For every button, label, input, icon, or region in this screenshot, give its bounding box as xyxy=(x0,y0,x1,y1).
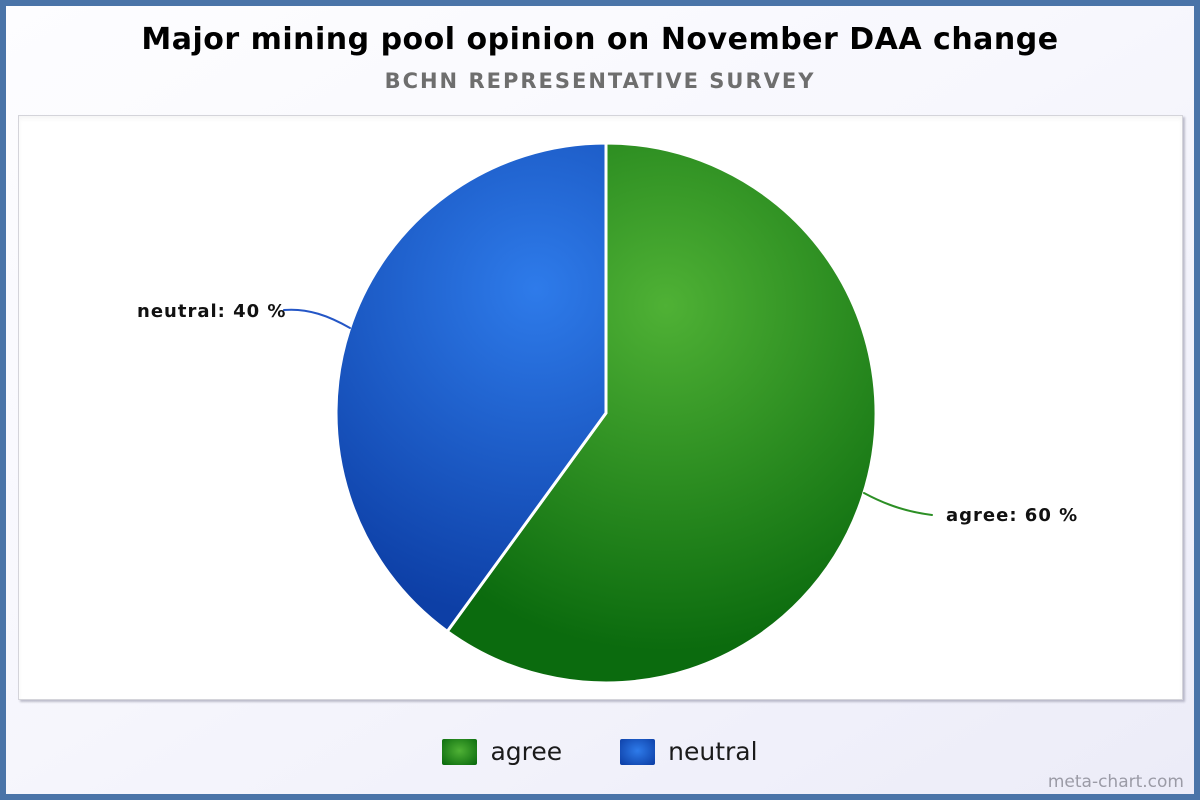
legend-label-agree: agree xyxy=(490,737,563,766)
legend: agree neutral xyxy=(6,737,1194,766)
legend-swatch-neutral xyxy=(620,738,656,765)
callout-neutral: neutral: 40 % xyxy=(137,301,287,322)
legend-swatch-agree xyxy=(442,738,478,765)
plot-panel xyxy=(18,115,1183,700)
chart-subtitle: BCHN REPRESENTATIVE SURVEY xyxy=(384,69,816,93)
watermark: meta-chart.com xyxy=(1047,772,1184,792)
callout-agree: agree: 60 % xyxy=(946,505,1079,526)
legend-item-neutral: neutral xyxy=(620,737,758,766)
legend-item-agree: agree xyxy=(442,737,562,766)
legend-label-neutral: neutral xyxy=(668,737,758,766)
chart-title: Major mining pool opinion on November DA… xyxy=(141,22,1059,57)
